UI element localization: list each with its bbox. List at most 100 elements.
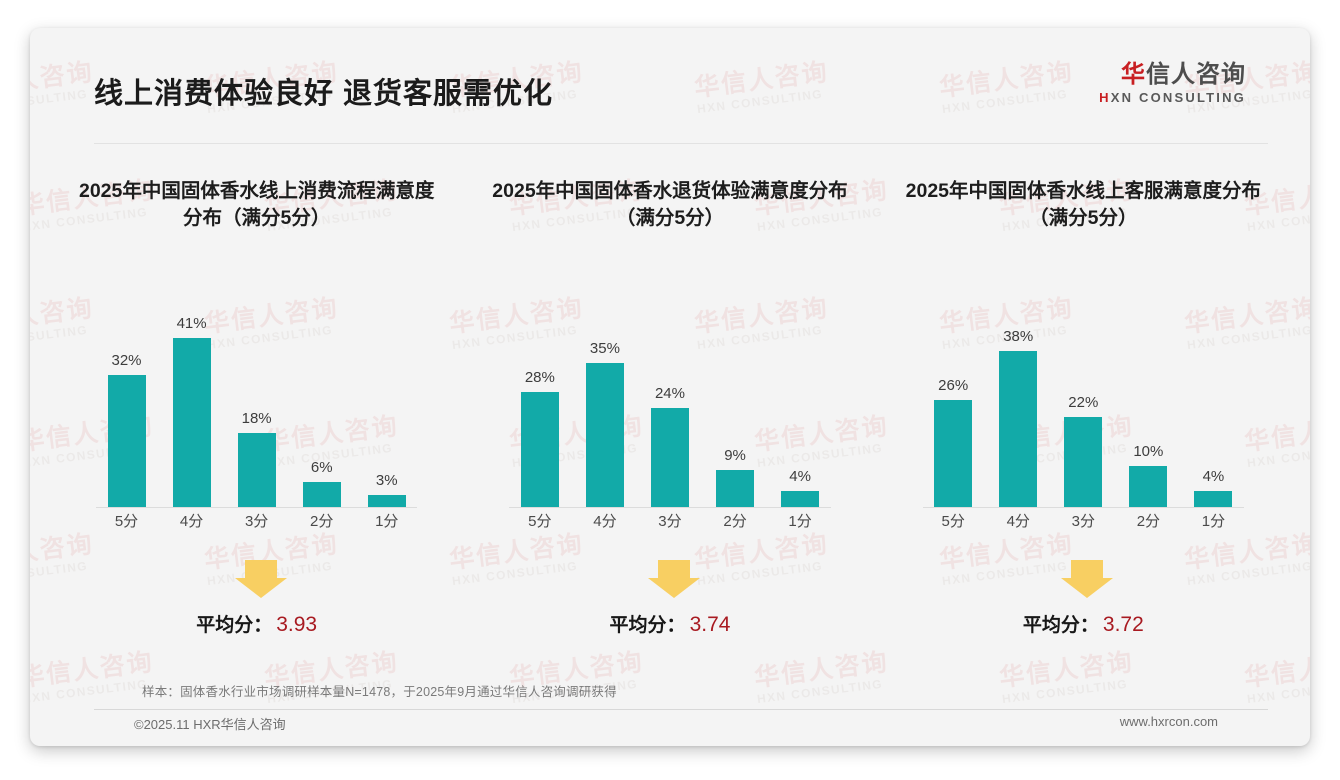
bar[interactable] (1129, 466, 1168, 507)
bar[interactable] (934, 400, 973, 507)
slide-header: 线上消费体验良好 退货客服需优化 华信人咨询 HXN CONSULTING (30, 28, 1310, 144)
bar-group-3: 26% 38% 22% 10% (923, 292, 1244, 507)
down-arrow-icon (234, 560, 287, 598)
bar[interactable] (520, 392, 559, 507)
x-tick-label: 4分 (1006, 513, 1030, 530)
bar[interactable] (237, 433, 276, 507)
bar[interactable] (172, 338, 211, 507)
x-tick-label: 5分 (941, 513, 965, 530)
x-tick-label: 5分 (114, 513, 139, 530)
average-score-line: 平均分： 3.93 (50, 610, 463, 637)
bar[interactable] (367, 495, 406, 507)
bar-value-label: 26% (938, 377, 969, 394)
bar-column: 41% (161, 292, 222, 507)
average-score-line: 平均分： 3.74 (463, 610, 876, 637)
website-url[interactable]: www.hxrcon.com (1119, 714, 1218, 729)
bar-value-label: 32% (111, 352, 142, 369)
bar[interactable] (107, 375, 146, 507)
bar-value-label: 3% (375, 472, 398, 489)
bar[interactable] (1064, 417, 1103, 507)
footer-divider (94, 709, 1268, 710)
bar-value-label: 18% (241, 410, 272, 427)
company-logo: 华信人咨询 HXN CONSULTING (1099, 61, 1246, 106)
bar-column: 18% (226, 292, 287, 507)
title-divider (94, 143, 1268, 144)
x-axis-line (509, 507, 831, 508)
bar[interactable] (1194, 491, 1233, 507)
x-tick-label: 3分 (1071, 513, 1095, 530)
bar-value-label: 28% (524, 369, 555, 386)
x-tick-label: 1分 (375, 513, 399, 530)
bar[interactable] (716, 470, 755, 507)
bar-column: 32% (96, 292, 157, 507)
bar-group-2: 28% 35% 24% 9% (509, 292, 830, 507)
bar[interactable] (999, 351, 1038, 507)
down-arrow-icon (1061, 560, 1114, 598)
bar-chart-3: 26% 38% 22% 10% (922, 276, 1244, 536)
chart-panel-1: 2025年中国固体香水线上消费流程满意度分布（满分5分） 32% 41% (50, 178, 463, 654)
average-label: 平均分： (196, 615, 273, 636)
bar-column: 35% (574, 292, 635, 507)
average-label: 平均分： (1022, 615, 1099, 636)
x-tick-label: 1分 (1201, 513, 1226, 530)
logo-en-rest: XN CONSULTING (1110, 90, 1246, 106)
bar-value-label: 24% (654, 385, 685, 402)
average-annotation-3: 平均分： 3.72 (877, 558, 1290, 654)
bar[interactable] (302, 482, 341, 507)
bar-chart-2: 28% 35% 24% 9% (509, 276, 831, 536)
chart-title-3: 2025年中国固体香水线上客服满意度分布（满分5分） (905, 180, 1262, 229)
bar-column: 24% (639, 292, 700, 507)
bar[interactable] (781, 491, 820, 507)
x-axis-line (96, 507, 418, 508)
bar-value-label: 10% (1133, 443, 1164, 460)
logo-en-accent-char: H (1099, 90, 1111, 106)
bar-value-label: 38% (1003, 328, 1034, 345)
bar-column: 4% (1183, 292, 1244, 507)
bar-value-label: 41% (176, 315, 207, 332)
bar-column: 28% (509, 292, 570, 507)
x-axis-categories-2: 5分 4分 3分 2分 1分 (509, 510, 830, 536)
average-label: 平均分： (609, 615, 686, 636)
bar-value-label: 35% (589, 340, 620, 357)
bar-value-label: 9% (724, 447, 746, 464)
average-value: 3.72 (1102, 613, 1144, 636)
average-value: 3.93 (276, 613, 318, 636)
x-tick-label: 4分 (593, 513, 617, 530)
logo-chinese-text: 华信人咨询 (1099, 61, 1246, 88)
x-axis-categories-1: 5分 4分 3分 2分 1分 (96, 510, 417, 536)
average-annotation-2: 平均分： 3.74 (463, 558, 876, 654)
chart-title-1: 2025年中国固体香水线上消费流程满意度分布（满分5分） (78, 180, 435, 229)
x-axis-categories-3: 5分 4分 3分 2分 1分 (923, 510, 1244, 536)
page-title: 线上消费体验良好 退货客服需优化 (94, 78, 554, 110)
bar-column: 4% (770, 292, 831, 507)
average-score-line: 平均分： 3.72 (877, 610, 1290, 637)
average-annotation-1: 平均分： 3.93 (50, 558, 463, 654)
bar-column: 22% (1053, 292, 1114, 507)
x-tick-label: 2分 (310, 513, 334, 530)
bar-value-label: 4% (789, 468, 811, 485)
x-tick-label: 5分 (528, 513, 552, 530)
slide-footer: ©2025.11 HXR华信人咨询 www.hxrcon.com (94, 714, 1268, 736)
bar-value-label: 6% (310, 459, 333, 476)
x-axis-line (922, 507, 1244, 508)
bar-column: 3% (356, 292, 417, 507)
x-tick-label: 4分 (179, 513, 204, 530)
chart-panel-3: 2025年中国固体香水线上客服满意度分布（满分5分） 26% 38% (877, 178, 1290, 654)
bar[interactable] (585, 363, 624, 507)
bar-column: 6% (291, 292, 352, 507)
x-tick-label: 3分 (244, 513, 269, 530)
bar[interactable] (650, 408, 689, 507)
chart-title-2: 2025年中国固体香水退货体验满意度分布（满分5分） (492, 180, 848, 229)
bar-column: 10% (1118, 292, 1179, 507)
down-arrow-icon (647, 560, 700, 598)
logo-cn-accent-char: 华 (1121, 61, 1146, 88)
logo-cn-rest: 信人咨询 (1146, 61, 1246, 88)
slide-canvas: 华信人咨询 HXN CONSULTING 华信人咨询 HXN CONSULTING华信… (30, 28, 1310, 746)
bar-value-label: 22% (1068, 394, 1099, 411)
average-value: 3.74 (689, 613, 731, 636)
x-tick-label: 2分 (1136, 513, 1161, 530)
chart-panel-2: 2025年中国固体香水退货体验满意度分布（满分5分） 28% 35% (463, 178, 876, 654)
bar-column: 26% (923, 292, 984, 507)
bar-column: 9% (705, 292, 766, 507)
charts-row: 2025年中国固体香水线上消费流程满意度分布（满分5分） 32% 41% (50, 178, 1290, 654)
